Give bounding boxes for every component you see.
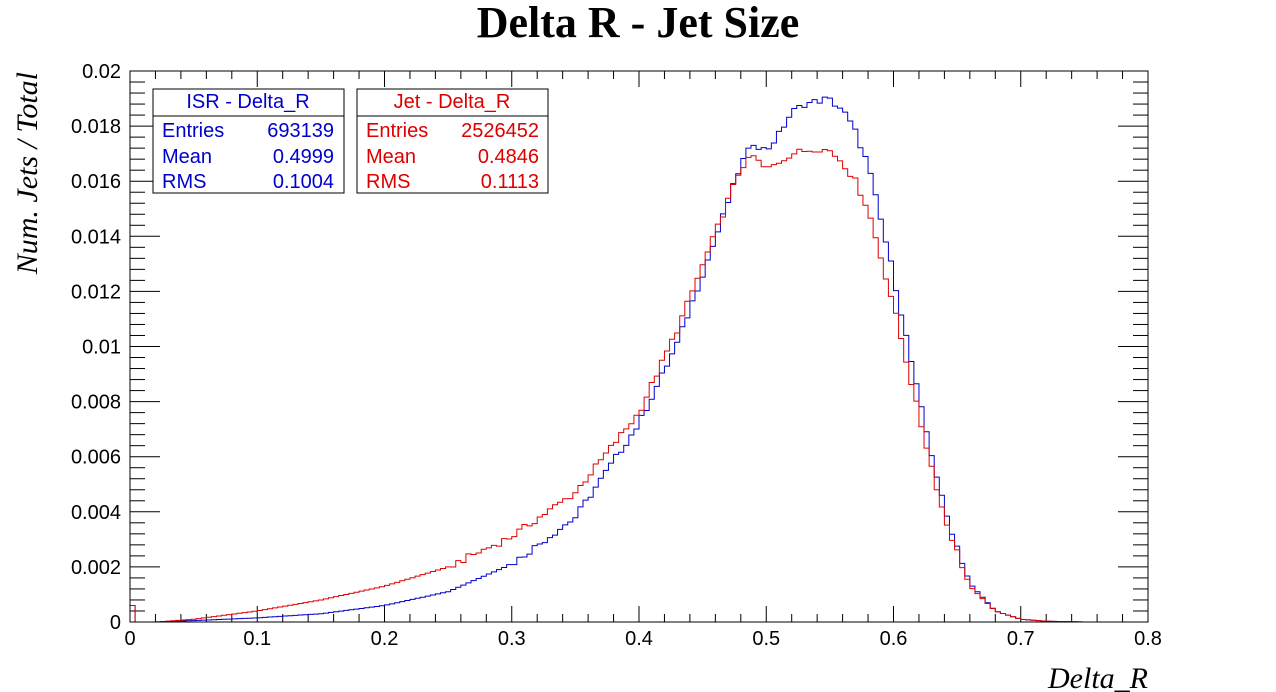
- y-tick-label: 0: [110, 612, 121, 634]
- x-tick-label: 0.1: [243, 628, 271, 650]
- y-tick-label: 0.004: [71, 502, 121, 524]
- stats-label-mean: Mean: [162, 146, 212, 168]
- stats-box-frame: [152, 88, 345, 194]
- y-tick-label: 0.012: [71, 281, 121, 303]
- stats-label-rms: RMS: [366, 171, 410, 193]
- stats-box-title: Jet - Delta_R: [394, 91, 511, 113]
- x-tick-label: 0.6: [880, 628, 908, 650]
- stats-box-isr: ISR - Delta_R Entries 693139 Mean 0.4999…: [152, 88, 345, 194]
- y-tick-label: 0.014: [71, 226, 121, 248]
- stats-value-mean: 0.4999: [273, 146, 334, 168]
- y-tick-label: 0.016: [71, 171, 121, 193]
- y-tick-label: 0.018: [71, 116, 121, 138]
- stats-value-rms: 0.1004: [273, 171, 334, 193]
- x-tick-label: 0.3: [498, 628, 526, 650]
- x-tick-label: 0.7: [1007, 628, 1035, 650]
- stats-box-title: ISR - Delta_R: [186, 91, 309, 113]
- series-line-isr: [129, 96, 1148, 623]
- y-tick-label: 0.01: [82, 337, 121, 359]
- stats-label-entries: Entries: [366, 120, 428, 142]
- stats-value-rms: 0.1113: [481, 171, 539, 193]
- stats-value-entries: 693139: [267, 120, 334, 142]
- stats-box-frame: [356, 88, 549, 194]
- y-axis-title: Num. Jets / Total: [11, 72, 44, 275]
- stats-box-jet: Jet - Delta_R Entries 2526452 Mean 0.484…: [356, 88, 549, 194]
- stats-value-entries: 2526452: [461, 120, 539, 142]
- stats-value-mean: 0.4846: [478, 146, 539, 168]
- x-tick-label: 0.2: [371, 628, 399, 650]
- stats-label-rms: RMS: [162, 171, 206, 193]
- y-tick-label: 0.008: [71, 392, 121, 414]
- series-line-jet: [129, 148, 1148, 623]
- x-axis-title: Delta_R: [1047, 662, 1148, 692]
- x-tick-label: 0.8: [1134, 628, 1162, 650]
- x-tick-label: 0: [124, 628, 135, 650]
- y-tick-label: 0.02: [82, 61, 121, 83]
- stats-label-mean: Mean: [366, 146, 416, 168]
- chart-title: Delta R - Jet Size: [477, 0, 800, 47]
- axis-ticks: 0 0.1 0.2 0.3 0.4 0.5 0.6 0.7 0.8 0 0.002 0.004 0.00…: [71, 61, 1162, 650]
- x-tick-label: 0.4: [625, 628, 653, 650]
- stats-label-entries: Entries: [162, 120, 224, 142]
- x-tick-label: 0.5: [752, 628, 780, 650]
- plot-frame: [129, 70, 1149, 623]
- series-layer: [129, 96, 1148, 623]
- y-tick-label: 0.002: [71, 557, 121, 579]
- y-tick-label: 0.006: [71, 447, 121, 469]
